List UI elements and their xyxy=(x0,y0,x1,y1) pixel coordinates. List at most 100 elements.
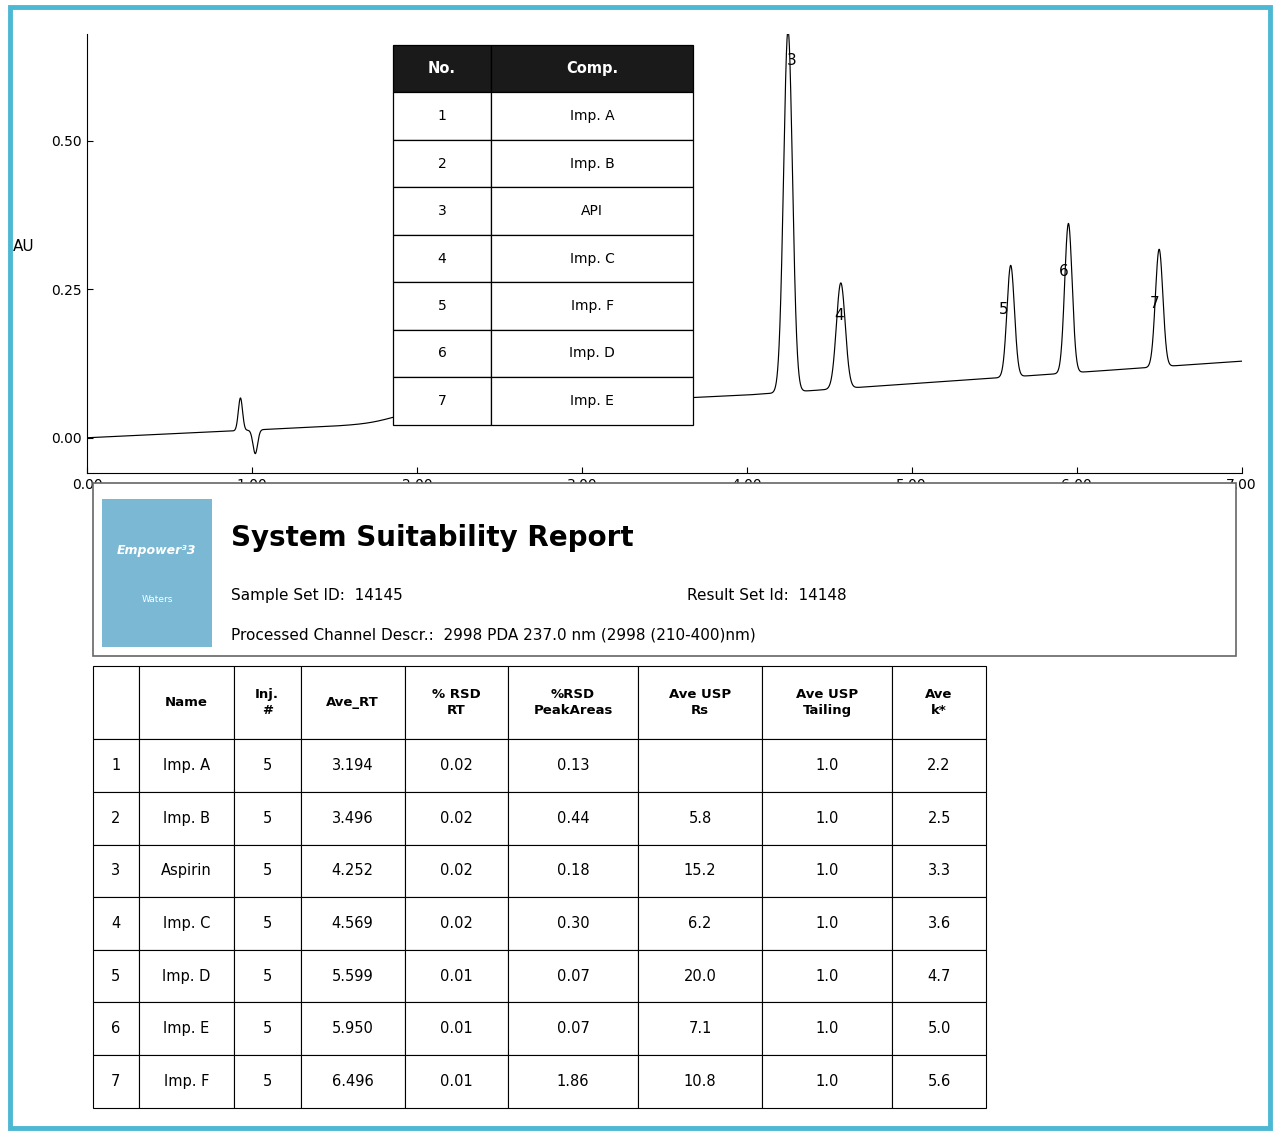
FancyBboxPatch shape xyxy=(763,740,892,792)
Text: Imp. E: Imp. E xyxy=(570,394,614,407)
FancyBboxPatch shape xyxy=(301,897,404,950)
Text: 7.1: 7.1 xyxy=(689,1022,712,1036)
Text: 0.01: 0.01 xyxy=(440,1022,472,1036)
Text: 1: 1 xyxy=(111,758,120,773)
FancyBboxPatch shape xyxy=(508,1002,637,1054)
Text: 5: 5 xyxy=(262,968,271,984)
FancyBboxPatch shape xyxy=(404,1054,508,1108)
Text: % RSD
RT: % RSD RT xyxy=(433,688,481,717)
Text: Imp. B: Imp. B xyxy=(570,157,614,170)
Text: Ave USP
Tailing: Ave USP Tailing xyxy=(796,688,858,717)
FancyBboxPatch shape xyxy=(763,897,892,950)
Text: 1.0: 1.0 xyxy=(815,1074,838,1088)
Text: 5: 5 xyxy=(262,1074,271,1088)
Text: 1.0: 1.0 xyxy=(815,916,838,931)
Text: 0.30: 0.30 xyxy=(557,916,589,931)
FancyBboxPatch shape xyxy=(508,666,637,740)
Text: 7: 7 xyxy=(1149,296,1158,311)
FancyBboxPatch shape xyxy=(93,666,140,740)
FancyBboxPatch shape xyxy=(492,92,694,140)
Text: Imp. F: Imp. F xyxy=(571,299,613,313)
Text: 0.07: 0.07 xyxy=(557,1022,590,1036)
Text: Aspirin: Aspirin xyxy=(161,864,211,878)
FancyBboxPatch shape xyxy=(508,897,637,950)
FancyBboxPatch shape xyxy=(404,740,508,792)
FancyBboxPatch shape xyxy=(492,187,694,235)
Text: 0.02: 0.02 xyxy=(440,916,472,931)
Text: 5: 5 xyxy=(262,810,271,826)
FancyBboxPatch shape xyxy=(301,844,404,897)
FancyBboxPatch shape xyxy=(404,950,508,1002)
FancyBboxPatch shape xyxy=(637,844,763,897)
FancyBboxPatch shape xyxy=(93,950,140,1002)
Text: 5: 5 xyxy=(262,758,271,773)
Text: 4.252: 4.252 xyxy=(332,864,374,878)
Y-axis label: AU: AU xyxy=(13,238,35,254)
FancyBboxPatch shape xyxy=(234,1002,301,1054)
Text: 2: 2 xyxy=(111,810,120,826)
Text: 3.496: 3.496 xyxy=(332,810,374,826)
Text: 0.07: 0.07 xyxy=(557,968,590,984)
FancyBboxPatch shape xyxy=(393,283,492,330)
FancyBboxPatch shape xyxy=(93,1002,140,1054)
Text: Result Set Id:  14148: Result Set Id: 14148 xyxy=(687,588,847,603)
FancyBboxPatch shape xyxy=(234,897,301,950)
FancyBboxPatch shape xyxy=(102,499,211,647)
FancyBboxPatch shape xyxy=(93,792,140,844)
FancyBboxPatch shape xyxy=(140,950,234,1002)
Text: 6.496: 6.496 xyxy=(332,1074,374,1088)
X-axis label: Minutes: Minutes xyxy=(635,498,694,513)
FancyBboxPatch shape xyxy=(492,235,694,283)
FancyBboxPatch shape xyxy=(393,92,492,140)
FancyBboxPatch shape xyxy=(492,140,694,187)
FancyBboxPatch shape xyxy=(234,792,301,844)
Text: 1: 1 xyxy=(589,323,598,338)
Text: 5.6: 5.6 xyxy=(928,1074,951,1088)
Text: 0.02: 0.02 xyxy=(440,864,472,878)
FancyBboxPatch shape xyxy=(492,45,694,92)
Text: Ave
k*: Ave k* xyxy=(925,688,952,717)
FancyBboxPatch shape xyxy=(892,844,987,897)
FancyBboxPatch shape xyxy=(301,792,404,844)
FancyBboxPatch shape xyxy=(763,844,892,897)
FancyBboxPatch shape xyxy=(393,235,492,283)
FancyBboxPatch shape xyxy=(140,740,234,792)
FancyBboxPatch shape xyxy=(763,950,892,1002)
Text: System Suitability Report: System Suitability Report xyxy=(232,523,634,552)
Text: Imp. E: Imp. E xyxy=(164,1022,210,1036)
FancyBboxPatch shape xyxy=(301,1054,404,1108)
FancyBboxPatch shape xyxy=(637,1002,763,1054)
FancyBboxPatch shape xyxy=(140,792,234,844)
Text: 20.0: 20.0 xyxy=(684,968,717,984)
FancyBboxPatch shape xyxy=(763,792,892,844)
FancyBboxPatch shape xyxy=(492,283,694,330)
Text: API: API xyxy=(581,204,603,218)
FancyBboxPatch shape xyxy=(637,666,763,740)
Text: 5: 5 xyxy=(438,299,447,313)
Text: %RSD
PeakAreas: %RSD PeakAreas xyxy=(534,688,613,717)
Text: 5: 5 xyxy=(262,1022,271,1036)
FancyBboxPatch shape xyxy=(393,330,492,377)
Text: 0.18: 0.18 xyxy=(557,864,589,878)
FancyBboxPatch shape xyxy=(492,330,694,377)
FancyBboxPatch shape xyxy=(140,666,234,740)
Text: 0.01: 0.01 xyxy=(440,968,472,984)
FancyBboxPatch shape xyxy=(508,792,637,844)
Text: 3: 3 xyxy=(786,53,796,68)
FancyBboxPatch shape xyxy=(140,1054,234,1108)
FancyBboxPatch shape xyxy=(508,1054,637,1108)
Text: 0.01: 0.01 xyxy=(440,1074,472,1088)
Text: 5: 5 xyxy=(262,864,271,878)
FancyBboxPatch shape xyxy=(234,1054,301,1108)
Text: 3: 3 xyxy=(111,864,120,878)
FancyBboxPatch shape xyxy=(637,950,763,1002)
FancyBboxPatch shape xyxy=(508,844,637,897)
Text: 2.2: 2.2 xyxy=(927,758,951,773)
Text: 1.0: 1.0 xyxy=(815,810,838,826)
FancyBboxPatch shape xyxy=(637,897,763,950)
Text: 5: 5 xyxy=(111,968,120,984)
Text: 1: 1 xyxy=(438,109,447,124)
Text: 6: 6 xyxy=(111,1022,120,1036)
Text: 1.0: 1.0 xyxy=(815,758,838,773)
FancyBboxPatch shape xyxy=(93,897,140,950)
